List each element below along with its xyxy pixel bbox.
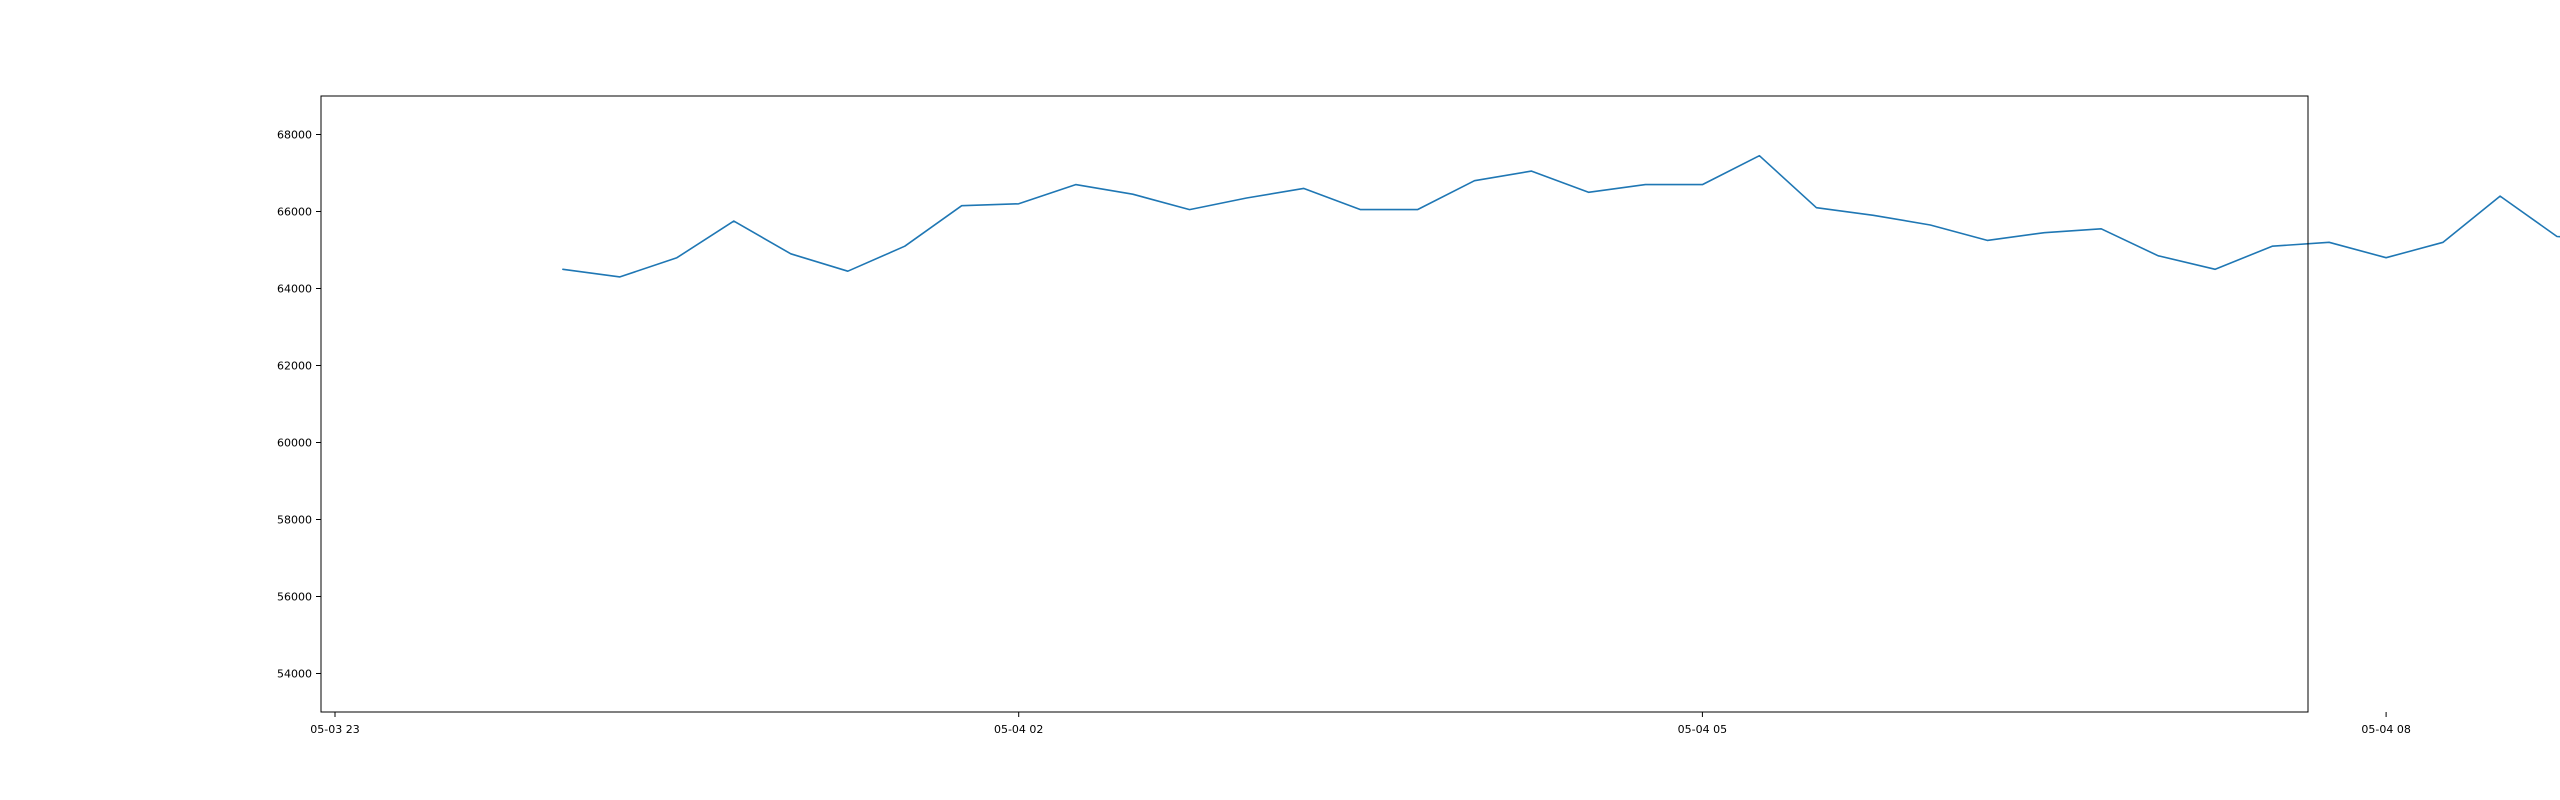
y-tick-label: 64000: [277, 283, 312, 296]
y-tick-label: 54000: [277, 668, 312, 681]
y-tick-label: 60000: [277, 437, 312, 450]
y-tick-label: 56000: [277, 591, 312, 604]
series-layer: [562, 154, 2560, 278]
series-line: [562, 154, 2560, 278]
x-tick-label: 05-04 02: [994, 723, 1043, 736]
y-tick-label: 68000: [277, 129, 312, 142]
x-tick-label: 05-03 23: [310, 723, 359, 736]
y-tick-label: 66000: [277, 206, 312, 219]
y-tick-label: 58000: [277, 514, 312, 527]
x-tick-label: 05-04 08: [2361, 723, 2410, 736]
plot-area-frame: [320, 95, 2309, 713]
y-tick-label: 62000: [277, 360, 312, 373]
y-axis: 54000 56000 58000 60000 62000 64000 66000 68000: [277, 129, 321, 681]
x-tick-label: 05-04 05: [1678, 723, 1727, 736]
